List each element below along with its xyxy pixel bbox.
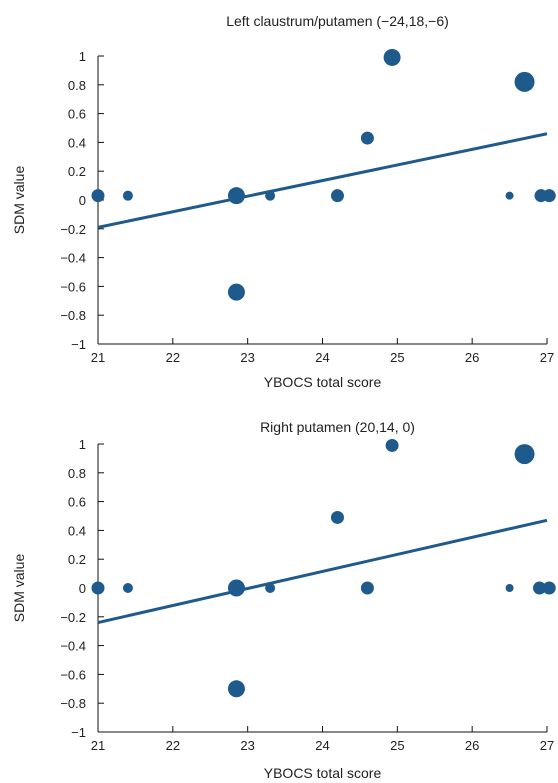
data-point (542, 189, 556, 203)
y-tick-label: 0.8 (68, 78, 86, 93)
y-tick-label: −0.2 (60, 610, 86, 625)
data-point (505, 584, 514, 592)
data-point (91, 189, 105, 203)
data-point (360, 581, 374, 595)
y-tick-label: 1 (79, 437, 86, 452)
y-tick-label: 0 (79, 581, 86, 596)
y-tick-label: −0.6 (60, 667, 86, 682)
data-point (227, 283, 245, 301)
data-point (330, 189, 344, 203)
y-tick-label: 1 (79, 49, 86, 64)
x-axis-label: YBOCS total score (264, 765, 382, 781)
data-point (122, 583, 133, 593)
y-tick-label: 0.2 (68, 164, 86, 179)
x-tick-label: 25 (390, 350, 404, 365)
y-tick-label: −1 (71, 725, 86, 740)
data-point (330, 510, 344, 524)
x-tick-label: 26 (465, 738, 479, 753)
x-tick-label: 22 (166, 350, 180, 365)
x-tick-label: 27 (540, 350, 554, 365)
data-point (533, 581, 547, 595)
x-tick-label: 21 (91, 350, 105, 365)
y-tick-label: −0.4 (60, 639, 86, 654)
x-tick-label: 25 (390, 738, 404, 753)
y-tick-label: −0.6 (60, 279, 86, 294)
data-point (91, 581, 105, 595)
y-tick-label: 0.8 (68, 466, 86, 481)
left-claustrum-panel: Left claustrum/putamen (−24,18,−6) −1 −0.8… (11, 13, 556, 390)
right-putamen-panel: Right putamen (20,14, 0) −1 −0.8 −0.6 −0.4 −0… (11, 419, 556, 781)
x-tick-label: 27 (540, 738, 554, 753)
y-tick-label: −0.2 (60, 222, 86, 237)
data-point (505, 191, 514, 200)
x-tick-label: 26 (465, 350, 479, 365)
chart-title: Right putamen (20,14, 0) (260, 419, 415, 435)
data-point (360, 131, 374, 145)
data-point (227, 579, 245, 597)
x-tick-label: 21 (91, 738, 105, 753)
data-point (385, 438, 399, 452)
y-tick-label: 0 (79, 193, 86, 208)
x-tick-label: 22 (166, 738, 180, 753)
y-tick-label: −0.4 (60, 251, 86, 266)
y-axis-label: SDM value (11, 554, 27, 623)
data-point (265, 190, 276, 201)
y-tick-label: 0.6 (68, 107, 86, 122)
y-tick-label: 0.4 (68, 135, 86, 150)
data-point (227, 680, 245, 698)
y-tick-label: 0.6 (68, 495, 86, 510)
y-tick-label: −0.8 (60, 308, 86, 323)
regression-line (97, 132, 548, 229)
y-axis-label: SDM value (11, 166, 27, 235)
x-tick-label: 23 (240, 350, 254, 365)
data-point (514, 444, 535, 465)
data-point (265, 583, 276, 593)
y-tick-label: 0.4 (68, 523, 86, 538)
y-tick-label: 0.2 (68, 552, 86, 567)
y-tick-label: −0.8 (60, 696, 86, 711)
x-tick-label: 24 (315, 738, 329, 753)
chart-title: Left claustrum/putamen (−24,18,−6) (226, 13, 449, 29)
data-point (383, 48, 401, 66)
data-point (122, 190, 133, 201)
regression-line (97, 518, 548, 625)
data-point (542, 581, 556, 595)
data-point (227, 187, 245, 205)
x-axis-label: YBOCS total score (264, 374, 382, 390)
x-tick-label: 24 (315, 350, 329, 365)
data-point (514, 71, 535, 92)
x-tick-label: 23 (240, 738, 254, 753)
y-tick-label: −1 (71, 337, 86, 352)
